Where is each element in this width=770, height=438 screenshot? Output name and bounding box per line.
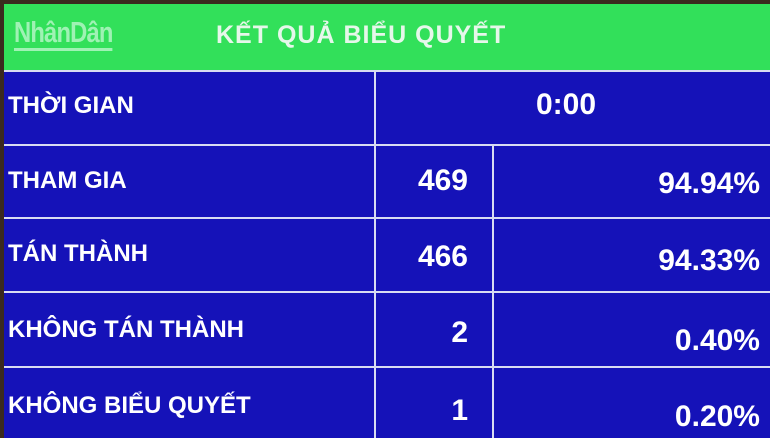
row-count: 466	[417, 240, 468, 273]
divider	[4, 366, 770, 368]
time-value: 0:00	[536, 88, 597, 121]
row-percent: 94.33%	[658, 244, 760, 277]
results-board: NhânDân KẾT QUẢ BIỂU QUYẾT THỜI GIAN 0:0…	[4, 4, 770, 438]
row-label: TÁN THÀNH	[8, 240, 148, 267]
divider	[4, 291, 770, 293]
row-percent: 0.40%	[674, 324, 760, 357]
divider	[374, 70, 376, 438]
board-title: KẾT QUẢ BIỂU QUYẾT	[216, 21, 507, 49]
divider	[492, 144, 494, 438]
row-count: 469	[417, 164, 468, 197]
time-label: THỜI GIAN	[8, 92, 134, 119]
row-label: THAM GIA	[8, 167, 127, 194]
divider	[4, 144, 770, 146]
row-label: KHÔNG TÁN THÀNH	[8, 316, 244, 343]
row-label: KHÔNG BIỂU QUYẾT	[8, 392, 251, 419]
header-bar: NhânDân KẾT QUẢ BIỂU QUYẾT	[4, 4, 770, 70]
divider	[4, 217, 770, 219]
row-count: 1	[451, 394, 468, 427]
row-percent: 0.20%	[674, 400, 760, 433]
divider	[4, 70, 770, 72]
row-percent: 94.94%	[658, 167, 760, 200]
nhandan-logo: NhânDân	[14, 17, 113, 51]
row-count: 2	[451, 316, 468, 349]
